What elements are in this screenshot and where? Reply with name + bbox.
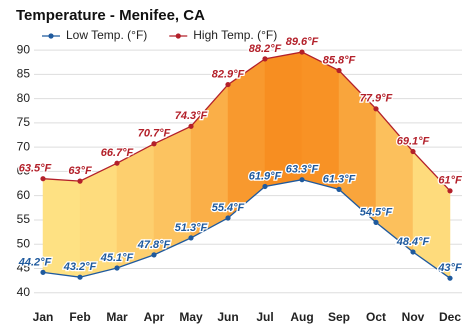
- data-point: [77, 274, 83, 280]
- y-tick-label: 55: [17, 212, 31, 226]
- value-label: 69.1°F: [397, 135, 430, 147]
- value-label: 63.5°F: [19, 163, 52, 175]
- y-tick-label: 60: [17, 188, 31, 202]
- value-label: 55.4°F: [212, 202, 245, 214]
- data-point: [447, 275, 453, 281]
- series-line: [42, 51, 451, 192]
- value-label: 61.9°F: [249, 170, 282, 182]
- value-label: 77.9°F: [360, 93, 393, 105]
- data-point: [40, 176, 46, 182]
- x-tick-label: May: [179, 310, 203, 324]
- data-point: [262, 56, 268, 62]
- legend-label: Low Temp. (°F): [66, 28, 147, 42]
- value-label: 45.1°F: [100, 252, 134, 264]
- range-band: [153, 125, 192, 256]
- data-point: [299, 177, 305, 183]
- range-band: [227, 58, 266, 219]
- y-tick-label: 90: [17, 42, 31, 56]
- x-tick-label: Oct: [366, 310, 386, 324]
- data-point: [225, 215, 231, 221]
- plot: 44.2°F 43.2°F45.1°F47.8°F 51.3°F 55.4°F 61.9…: [16, 35, 463, 281]
- x-tick-label: Jul: [256, 310, 273, 324]
- value-label: 61°F: [438, 175, 462, 187]
- value-label: 54.5°F: [360, 206, 393, 218]
- y-tick-label: 80: [17, 91, 31, 105]
- data-point: [151, 252, 157, 258]
- y-tick-label: 75: [17, 115, 31, 129]
- x-tick-label: Mar: [106, 310, 128, 324]
- y-tick-label: 40: [17, 285, 31, 299]
- data-point: [114, 265, 120, 271]
- data-point: [188, 235, 194, 241]
- data-point: [410, 249, 416, 255]
- value-label: 89.6°F: [286, 36, 319, 48]
- data-point: [40, 269, 46, 275]
- data-point: [447, 188, 453, 194]
- data-point: [410, 148, 416, 155]
- value-label: 43°F: [437, 262, 462, 274]
- x-tick-label: Nov: [402, 310, 425, 324]
- data-point: [77, 178, 83, 184]
- value-label: 70.7°F: [138, 128, 171, 140]
- range-fill: [42, 51, 451, 279]
- x-tick-label: Dec: [439, 310, 461, 324]
- value-label: 51.3°F: [175, 222, 208, 234]
- value-label: 82.9°F: [212, 68, 245, 80]
- data-point: [188, 123, 194, 129]
- data-point: [336, 186, 342, 192]
- y-tick-label: 65: [17, 164, 31, 178]
- x-tick-label: Aug: [290, 310, 313, 324]
- value-label: 61.3°F: [323, 173, 356, 185]
- legend-marker: [175, 33, 181, 39]
- value-label: 44.2°F: [18, 256, 52, 268]
- range-band: [190, 83, 229, 239]
- y-tick-label: 85: [17, 67, 31, 81]
- data-point: [373, 106, 379, 112]
- x-tick-label: Feb: [69, 310, 90, 324]
- y-tick-label: 70: [17, 139, 31, 153]
- data-point: [299, 49, 305, 55]
- data-point: [225, 81, 231, 88]
- chart-title: Temperature - Menifee, CA: [16, 7, 205, 24]
- value-label: 66.7°F: [101, 147, 134, 159]
- y-tick-label: 45: [17, 261, 31, 275]
- series-line: [42, 179, 451, 279]
- x-tick-label: Jan: [33, 310, 54, 324]
- data-point: [336, 67, 342, 74]
- value-label: 63.3°F: [286, 164, 319, 176]
- x-tick-label: Jun: [217, 310, 238, 324]
- data-point: [114, 160, 120, 166]
- data-point: [373, 219, 379, 225]
- value-label: 85.8°F: [323, 54, 356, 66]
- value-label: 47.8°F: [137, 239, 171, 251]
- y-tick-label: 50: [17, 236, 31, 250]
- value-label: 43.2°F: [63, 261, 97, 273]
- x-tick-label: Sep: [328, 310, 350, 324]
- legend-marker: [48, 33, 54, 39]
- value-label: 88.2°F: [249, 43, 282, 55]
- value-label: 63°F: [68, 165, 92, 177]
- legend-label: High Temp. (°F): [193, 28, 277, 42]
- value-label: 74.3°F: [175, 110, 208, 122]
- data-point: [262, 183, 268, 190]
- x-tick-label: Apr: [144, 310, 165, 324]
- value-label: 48.4°F: [396, 236, 430, 248]
- data-point: [151, 141, 157, 147]
